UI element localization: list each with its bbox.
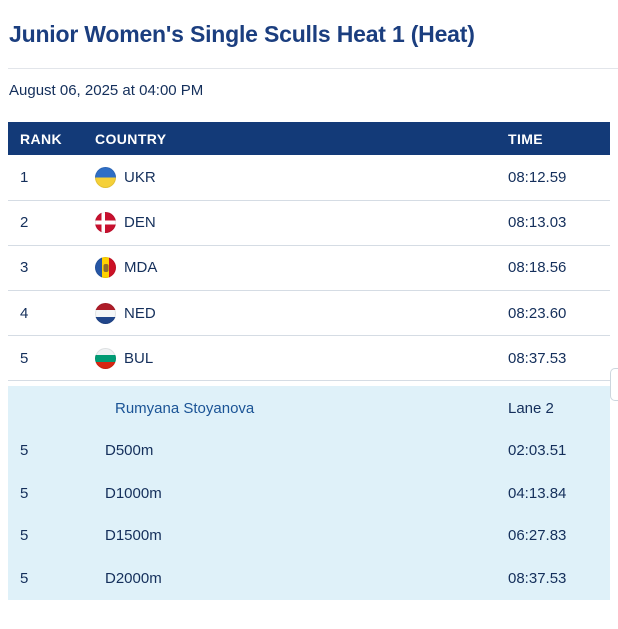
flag-ukr-icon (95, 167, 116, 189)
table-row[interactable]: 1 UKR 08:12.59 (8, 155, 610, 201)
athlete-row: Rumyana Stoyanova Lane 2 (8, 387, 610, 429)
country-cell: BUL (95, 347, 508, 369)
country-code: UKR (124, 169, 156, 187)
split-row: 5 D500m 02:03.51 (8, 430, 610, 472)
country-cell: NED (95, 302, 508, 324)
time-cell: 08:12.59 (508, 169, 567, 187)
split-row: 5 D1500m 06:27.83 (8, 515, 610, 557)
flag-den-icon (95, 212, 116, 234)
table-row[interactable]: 4 NED 08:23.60 (8, 291, 610, 337)
athlete-name: Rumyana Stoyanova (115, 400, 255, 418)
flag-mda-icon (95, 257, 116, 279)
split-distance-label: D500m (105, 442, 154, 460)
split-time-cell: 06:27.83 (508, 527, 567, 545)
rank-cell: 2 (20, 214, 29, 232)
splits-body: 5 D500m 02:03.51 5 D1000m 04:13.84 5 D15… (8, 430, 610, 600)
scrollbar-thumb[interactable] (610, 368, 618, 401)
table-row[interactable]: 3 MDA 08:18.56 (8, 245, 610, 291)
split-time-cell: 04:13.84 (508, 484, 567, 502)
rank-cell: 4 (20, 304, 29, 322)
country-column-header: COUNTRY (95, 130, 167, 147)
country-code: MDA (124, 259, 158, 277)
country-code: DEN (124, 214, 156, 232)
table-header-row: RANK COUNTRY TIME (8, 122, 610, 156)
table-row[interactable]: 2 DEN 08:13.03 (8, 200, 610, 246)
time-cell: 08:23.60 (508, 304, 567, 322)
page-title: Junior Women's Single Sculls Heat 1 (Hea… (9, 21, 475, 47)
time-cell: 08:18.56 (508, 259, 567, 277)
divider (8, 68, 618, 70)
split-rank-cell: 5 (20, 569, 29, 587)
athlete-detail-section: Rumyana Stoyanova Lane 2 5 D500m 02:03.5… (8, 386, 610, 601)
country-code: BUL (124, 349, 154, 367)
flag-ned-icon (95, 302, 116, 324)
country-cell: DEN (95, 212, 508, 234)
split-row: 5 D1000m 04:13.84 (8, 472, 610, 514)
rank-cell: 3 (20, 259, 29, 277)
split-time-cell: 08:37.53 (508, 569, 567, 587)
split-rank-cell: 5 (20, 484, 29, 502)
time-column-header: TIME (508, 130, 544, 147)
split-rank-cell: 5 (20, 442, 29, 460)
table-body: 1 UKR 08:12.59 2 DEN 08:13.03 3 MDA 08:1… (8, 155, 610, 382)
rank-cell: 1 (20, 169, 29, 187)
results-page: Junior Women's Single Sculls Heat 1 (Hea… (0, 21, 618, 629)
event-datetime: August 06, 2025 at 04:00 PM (9, 82, 204, 100)
table-row[interactable]: 5 BUL 08:37.53 (8, 336, 610, 382)
lane-label: Lane 2 (508, 400, 554, 418)
split-rank-cell: 5 (20, 527, 29, 545)
rank-column-header: RANK (20, 130, 63, 147)
country-cell: MDA (95, 257, 508, 279)
split-distance-label: D1000m (105, 484, 162, 502)
split-distance-label: D1500m (105, 527, 162, 545)
country-code: NED (124, 304, 156, 322)
time-cell: 08:13.03 (508, 214, 567, 232)
split-time-cell: 02:03.51 (508, 442, 567, 460)
results-table: RANK COUNTRY TIME 1 UKR 08:12.59 2 DEN 0… (8, 122, 610, 382)
rank-cell: 5 (20, 349, 29, 367)
country-cell: UKR (95, 167, 508, 189)
time-cell: 08:37.53 (508, 349, 567, 367)
split-row: 5 D2000m 08:37.53 (8, 557, 610, 599)
split-distance-label: D2000m (105, 569, 162, 587)
flag-bul-icon (95, 347, 116, 369)
